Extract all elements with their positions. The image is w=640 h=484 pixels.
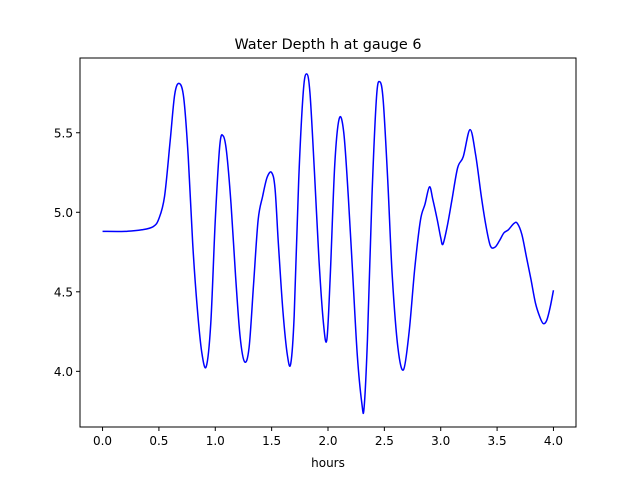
y-tick-label: 5.0 bbox=[54, 206, 73, 220]
x-axis: 0.0 0.5 1.0 1.5 2.0 2.5 3.0 3.5 4.0 bbox=[93, 427, 563, 448]
chart-title: Water Depth h at gauge 6 bbox=[234, 37, 421, 53]
x-tick-label: 3.0 bbox=[431, 434, 450, 448]
x-tick-label: 3.5 bbox=[488, 434, 507, 448]
plot-area bbox=[80, 58, 576, 427]
x-tick-label: 0.0 bbox=[93, 434, 112, 448]
x-tick-label: 2.5 bbox=[375, 434, 394, 448]
series-layer bbox=[102, 73, 555, 415]
x-tick-label: 1.5 bbox=[262, 434, 281, 448]
y-tick-label: 4.0 bbox=[54, 365, 73, 379]
x-tick-label: 2.0 bbox=[318, 434, 337, 448]
y-tick-label: 4.5 bbox=[54, 285, 73, 299]
x-tick-label: 0.5 bbox=[149, 434, 168, 448]
x-axis-label: hours bbox=[311, 456, 345, 470]
series-line-0 bbox=[102, 73, 555, 415]
y-axis: 4.0 4.5 5.0 5.5 bbox=[54, 126, 80, 379]
x-tick-label: 4.0 bbox=[544, 434, 563, 448]
y-tick-label: 5.5 bbox=[54, 126, 73, 140]
x-tick-label: 1.0 bbox=[206, 434, 225, 448]
